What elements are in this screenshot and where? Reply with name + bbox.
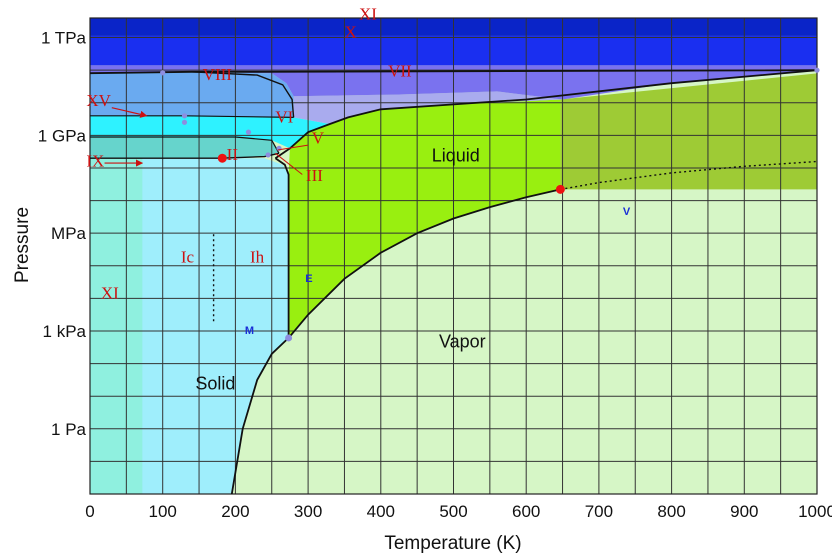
melting-curve-high	[274, 69, 817, 159]
region-label-14: Ih	[250, 248, 265, 267]
region-label-15: XI	[101, 283, 119, 302]
phase-junction-marker	[265, 152, 271, 158]
sublimation-curve	[230, 337, 290, 494]
vaporization-curve	[287, 188, 561, 339]
ice-vii-light-region	[293, 91, 563, 124]
x-tick-label: 0	[85, 502, 94, 521]
y-axis-title: Pressure	[12, 207, 33, 283]
xv-arrow	[111, 107, 148, 118]
x-tick-labels: 0 100 200 300 400 500 600 700 800 900 1000	[85, 502, 832, 521]
region-label-7: XV	[86, 91, 111, 110]
y-tick-label: MPa	[51, 224, 87, 243]
v-pointer	[277, 144, 309, 151]
phase-junction-marker	[245, 129, 252, 135]
region-label-8: IX	[86, 151, 104, 170]
ice-ii-boundary	[90, 152, 280, 159]
phase-junction-marker	[181, 119, 188, 125]
ice-xi-strip	[90, 158, 143, 494]
y-tick-label: 1 kPa	[43, 322, 87, 341]
region-label-5: VIII	[203, 65, 233, 84]
grid-lines	[89, 17, 818, 495]
triple-point-marker	[285, 334, 293, 342]
x-tick-label: 900	[730, 502, 758, 521]
ice-ii-upper-boundary	[90, 136, 280, 154]
x-axis-title: Temperature (K)	[384, 533, 521, 553]
x-tick-label: 500	[439, 502, 467, 521]
supercritical-extension	[560, 160, 817, 191]
ice-vii-viii-top	[90, 69, 817, 75]
phase-junction-marker	[814, 67, 820, 73]
point-label-2: V	[623, 206, 631, 218]
ice-viii-boundary	[191, 71, 295, 118]
region-label-1: Vapor	[439, 331, 486, 351]
point-label-1: M	[245, 325, 254, 337]
region-label-10: VI	[275, 107, 293, 126]
plot-frame	[89, 17, 818, 495]
region-label-9: II	[227, 145, 239, 164]
phase-junction-marker	[160, 70, 166, 76]
x-tick-label: 100	[149, 502, 177, 521]
region-label-4: X	[344, 23, 356, 42]
x-tick-label: 200	[221, 502, 249, 521]
critical-point-marker	[555, 184, 565, 194]
special-points	[160, 67, 820, 342]
melting-curve-ih	[274, 157, 290, 338]
phase-junction-marker	[181, 113, 188, 119]
x-tick-label: 300	[294, 502, 322, 521]
region-label-13: Ic	[181, 248, 195, 267]
ice-viii-region	[90, 71, 294, 118]
region-label-12: III	[306, 166, 323, 185]
region-label-3: XI	[359, 5, 377, 24]
y-tick-label: 1 GPa	[38, 126, 87, 145]
region-label-2: Solid	[195, 374, 235, 394]
x-tick-label: 700	[585, 502, 613, 521]
x-tick-label: 600	[512, 502, 540, 521]
region-label-0: Liquid	[432, 145, 480, 165]
point-label-0: E	[305, 273, 312, 285]
ice-vi-region	[90, 115, 330, 149]
ice-ii-triple-point-marker	[217, 153, 227, 163]
phase-boundaries	[90, 69, 817, 494]
y-tick-label: 1 Pa	[51, 420, 87, 439]
y-tick-label: 1 TPa	[41, 29, 87, 48]
x-tick-label: 800	[657, 502, 685, 521]
x-tick-label: 1000	[798, 502, 832, 521]
y-tick-labels: 1 Pa 1 kPa MPa 1 GPa 1 TPa	[38, 29, 87, 439]
ice-ii-region	[90, 137, 279, 159]
iii-pointer	[275, 152, 303, 175]
liquid-region	[288, 99, 561, 338]
x-tick-label: 400	[367, 502, 395, 521]
region-label-6: VII	[388, 62, 412, 81]
region-label-11: V	[312, 129, 325, 148]
